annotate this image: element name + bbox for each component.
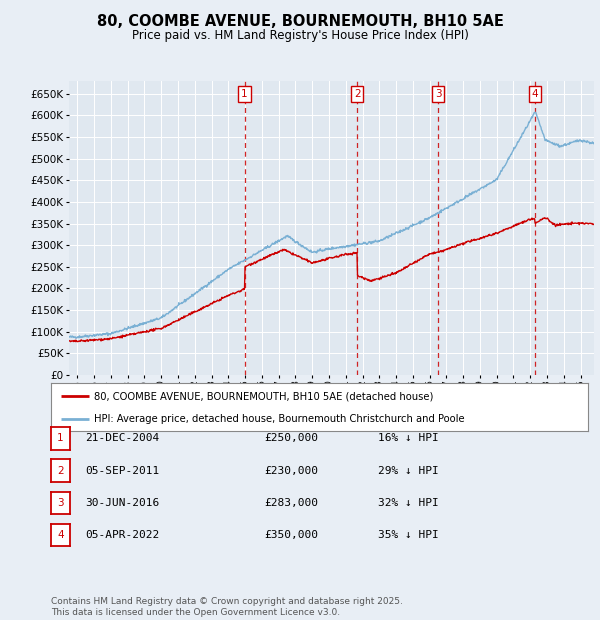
Text: 05-SEP-2011: 05-SEP-2011	[85, 466, 160, 476]
Text: 4: 4	[532, 89, 538, 99]
Text: 16% ↓ HPI: 16% ↓ HPI	[378, 433, 439, 443]
Text: £283,000: £283,000	[264, 498, 318, 508]
Text: Contains HM Land Registry data © Crown copyright and database right 2025.
This d: Contains HM Land Registry data © Crown c…	[51, 598, 403, 617]
Text: 30-JUN-2016: 30-JUN-2016	[85, 498, 160, 508]
Text: 2: 2	[354, 89, 361, 99]
Text: 29% ↓ HPI: 29% ↓ HPI	[378, 466, 439, 476]
Text: £350,000: £350,000	[264, 530, 318, 540]
Text: HPI: Average price, detached house, Bournemouth Christchurch and Poole: HPI: Average price, detached house, Bour…	[94, 414, 464, 424]
Text: 1: 1	[57, 433, 64, 443]
Text: 35% ↓ HPI: 35% ↓ HPI	[378, 530, 439, 540]
Text: 32% ↓ HPI: 32% ↓ HPI	[378, 498, 439, 508]
Text: 3: 3	[57, 498, 64, 508]
Text: 1: 1	[241, 89, 248, 99]
Text: 3: 3	[434, 89, 442, 99]
Text: 21-DEC-2004: 21-DEC-2004	[85, 433, 160, 443]
Text: 2: 2	[57, 466, 64, 476]
Text: 80, COOMBE AVENUE, BOURNEMOUTH, BH10 5AE: 80, COOMBE AVENUE, BOURNEMOUTH, BH10 5AE	[97, 14, 503, 29]
Text: 4: 4	[57, 530, 64, 540]
Text: 80, COOMBE AVENUE, BOURNEMOUTH, BH10 5AE (detached house): 80, COOMBE AVENUE, BOURNEMOUTH, BH10 5AE…	[94, 391, 433, 401]
Text: Price paid vs. HM Land Registry's House Price Index (HPI): Price paid vs. HM Land Registry's House …	[131, 29, 469, 42]
Text: £230,000: £230,000	[264, 466, 318, 476]
Text: 05-APR-2022: 05-APR-2022	[85, 530, 160, 540]
Text: £250,000: £250,000	[264, 433, 318, 443]
